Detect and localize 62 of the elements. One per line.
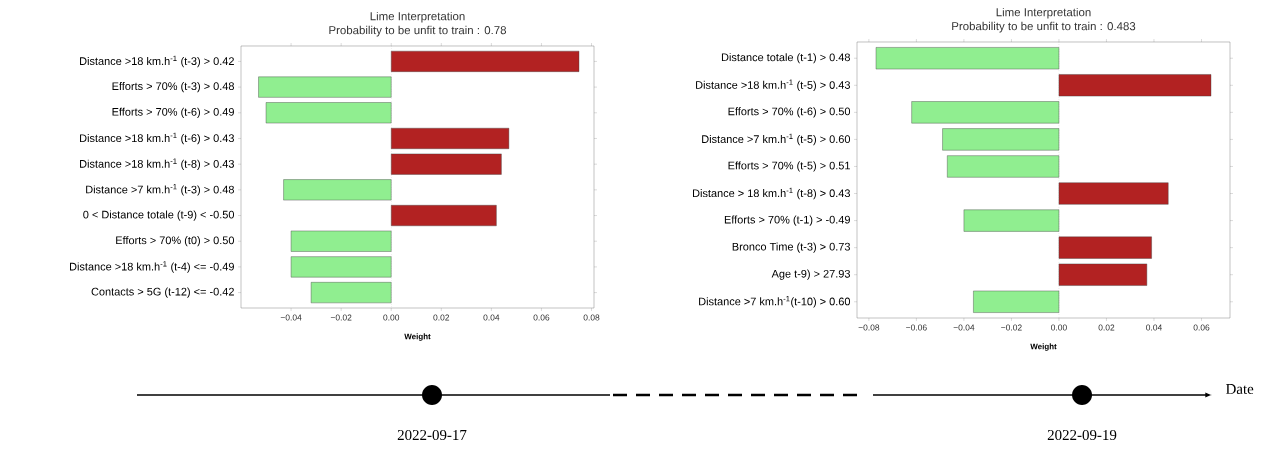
y-tick-label: Contacts > 5G (t-12) <= -0.42 [91, 287, 234, 298]
bar [265, 102, 392, 124]
y-tick-label: Efforts > 70% (t-1) > -0.49 [724, 215, 850, 226]
y-tick-label: Efforts > 70% (t-6) > 0.50 [728, 107, 851, 118]
x-tick-label: 0.00 [383, 314, 400, 321]
bar [947, 155, 1060, 178]
text: 2022-09-19 [1047, 429, 1117, 441]
bar [391, 205, 497, 226]
y-tick-label: Distance totale (t-1) > 0.48 [721, 53, 850, 64]
y-tick-label: Distance >18 km.h$^{-1}$ (t-5) > 0.43 [696, 79, 850, 92]
x-tick-label: 0.06 [533, 314, 550, 321]
x-tick-label: 0.02 [433, 314, 450, 321]
y-tick-label: Efforts > 70% (t-5) > 0.51 [728, 161, 850, 172]
x-tick-label: −0.02 [1001, 324, 1022, 331]
bar [258, 76, 392, 98]
y-tick-label: Distance >7 km.h$^{-1}$(t-10) > 0.60 [699, 296, 851, 308]
y-tick-label: Distance >18 km.h$^{-1}$ (t-4) <= -0.49 [70, 261, 234, 273]
bar [963, 209, 1060, 232]
y-tick-label: Age t-9) > 27.93 [771, 269, 850, 280]
bar [875, 47, 1060, 70]
chart-subtitle: Probability to be unfit to train : 0.78 [329, 25, 507, 37]
bar [911, 101, 1060, 124]
y-tick-label: Distance >18 km.h$^{-1}$ (t-6) > 0.43 [80, 132, 234, 145]
x-tick-label: 0.02 [1098, 324, 1115, 331]
text: 2022-09-17 [397, 429, 467, 441]
x-tick-label: 0.06 [1193, 324, 1210, 331]
text: Date [1225, 384, 1254, 394]
bar [1058, 236, 1152, 259]
chart-title: Lime Interpretation [370, 11, 465, 23]
bar [290, 256, 392, 278]
y-tick-label: Efforts > 70% (t0) > 0.50 [116, 236, 235, 247]
bar [391, 127, 510, 149]
bar [310, 282, 392, 304]
bar [942, 128, 1060, 151]
bar [1058, 74, 1212, 97]
y-tick-label: 0 < Distance totale (t-9) < -0.50 [83, 210, 235, 221]
chart-subtitle: Probability to be unfit to train : 0.483 [952, 21, 1136, 33]
bar [973, 290, 1060, 313]
x-tick-label: 0.08 [583, 314, 600, 321]
bar [1058, 182, 1169, 205]
bar [290, 230, 392, 252]
x-tick-label: −0.02 [330, 314, 352, 321]
x-tick-label: −0.08 [858, 324, 880, 331]
y-tick-label: Efforts > 70% (t-3) > 0.48 [112, 81, 234, 93]
bar [283, 179, 392, 201]
y-tick-label: Distance >7 km.h$^{-1}$ (t-5) > 0.60 [702, 133, 851, 146]
bar [391, 153, 502, 175]
x-tick-label: 0.04 [483, 314, 500, 321]
x-tick-label: −0.04 [953, 324, 975, 331]
y-tick-label: Distance >18 km.h$^{-1}$ (t-8) > 0.43 [80, 158, 234, 170]
y-tick-label: Distance >18 km.h$^{-1}$ (t-3) > 0.42 [80, 55, 234, 68]
bar [391, 50, 580, 72]
y-tick-label: Efforts > 70% (t-6) > 0.49 [112, 107, 234, 118]
y-tick-label: Distance > 18 km.h$^{-1}$ (t-8) > 0.43 [693, 187, 850, 200]
x-tick-label: −0.06 [906, 324, 927, 331]
bar [1058, 263, 1148, 286]
y-tick-label: Bronco Time (t-3) > 0.73 [732, 242, 850, 253]
chart-title: Lime Interpretation [996, 7, 1091, 19]
x-tick-label: 0.04 [1146, 324, 1162, 331]
x-tick-label: −0.04 [280, 314, 302, 321]
y-tick-label: Distance >7 km.h$^{-1}$ (t-3) > 0.48 [86, 184, 234, 196]
x-tick-label: 0.00 [1051, 324, 1067, 331]
